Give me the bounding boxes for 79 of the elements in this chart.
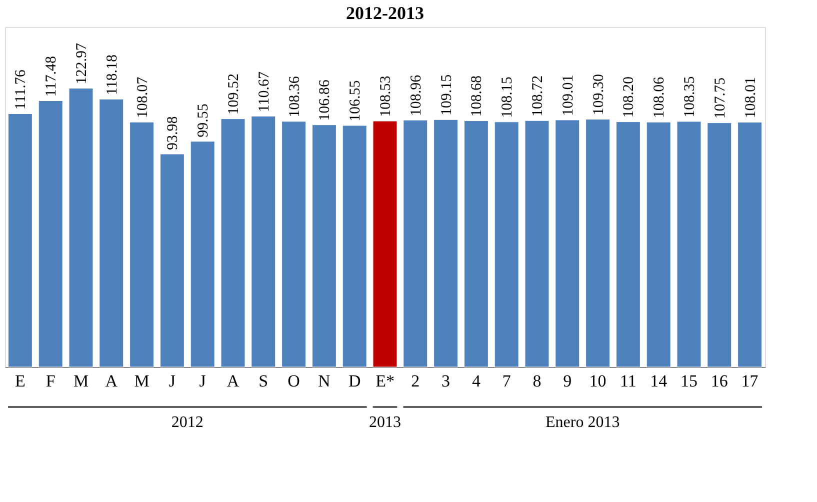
data-label: 122.97: [74, 42, 90, 84]
x-tick-label: 10: [589, 372, 606, 390]
data-label: 111.76: [13, 69, 30, 110]
x-tick-label: M: [134, 372, 150, 390]
bar: [68, 88, 94, 368]
x-tick-label: J: [199, 372, 206, 390]
bar: [251, 116, 276, 368]
data-label: 108.53: [378, 76, 394, 118]
text: 2013: [369, 414, 401, 431]
data-label: 106.55: [348, 80, 364, 122]
x-tick-label: D: [348, 372, 361, 390]
data-label: 107.75: [712, 78, 728, 119]
bar: [282, 121, 306, 368]
bar: [524, 120, 550, 368]
bar: [555, 120, 580, 368]
data-label: 93.98: [165, 116, 182, 150]
x-tick-label: 11: [620, 372, 636, 390]
data-label: 108.20: [621, 76, 638, 118]
x-tick-label: 4: [472, 372, 481, 390]
data-label: 109.30: [590, 74, 607, 116]
bar: [190, 141, 215, 368]
data-label: 108.96: [408, 74, 424, 116]
x-tick-label: 8: [532, 372, 542, 390]
bar: [160, 154, 184, 368]
bar: [646, 122, 671, 368]
x-tick-label: A: [105, 372, 118, 390]
bar: [434, 119, 458, 368]
x-tick-label: O: [288, 372, 300, 390]
x-tick-label: 17: [741, 372, 759, 390]
x-tick-label: A: [226, 372, 240, 390]
x-tick-label: M: [73, 372, 89, 390]
text: 2012: [171, 414, 204, 431]
x-tick-label: 3: [442, 372, 450, 390]
x-tick-label: S: [258, 372, 268, 390]
bar: [312, 124, 336, 368]
x-tick-label: 7: [502, 372, 512, 390]
chart-title: 2012-2013: [346, 3, 424, 23]
data-label: 109.52: [226, 74, 242, 115]
x-tick-label: 15: [680, 372, 698, 390]
data-label: 118.18: [104, 54, 120, 96]
data-label: 109.15: [438, 74, 455, 116]
bar: [8, 113, 32, 368]
data-label: 108.07: [134, 76, 151, 118]
data-label: 108.72: [530, 75, 546, 117]
bar: [676, 121, 702, 368]
x-tick-label: 16: [710, 372, 728, 390]
x-tick-label: N: [318, 372, 330, 390]
x-tick-label: E: [15, 372, 26, 390]
bar: [38, 100, 63, 368]
data-label: 109.01: [560, 74, 576, 116]
data-label: 108.06: [652, 76, 668, 118]
bar: [220, 118, 246, 368]
data-label: 110.67: [256, 70, 272, 112]
bar: [99, 98, 124, 368]
bar: [738, 122, 762, 368]
x-tick-label: E*: [376, 372, 394, 390]
data-label: 108.35: [682, 76, 698, 118]
data-label: 117.48: [44, 56, 60, 97]
x-tick-label: 9: [563, 372, 572, 390]
data-label: 108.15: [500, 76, 516, 118]
x-tick-label: 2: [411, 372, 420, 390]
text: Enero 2013: [546, 414, 620, 431]
bar: [707, 122, 732, 368]
x-tick-label: F: [46, 372, 56, 390]
bar: [494, 122, 519, 368]
bar: [616, 122, 640, 368]
x-tick-label: 14: [650, 372, 668, 390]
bar: [130, 122, 154, 368]
bar: [372, 120, 398, 368]
bar: [403, 120, 428, 368]
data-label: 108.01: [742, 76, 759, 118]
bar: [464, 120, 488, 368]
bar: [586, 119, 610, 368]
x-tick-label: J: [168, 372, 176, 390]
data-label: 108.36: [286, 76, 303, 118]
bar: [342, 125, 367, 368]
data-label: 106.86: [317, 79, 334, 121]
data-label: 99.55: [196, 104, 212, 138]
data-label: 108.68: [469, 75, 486, 117]
